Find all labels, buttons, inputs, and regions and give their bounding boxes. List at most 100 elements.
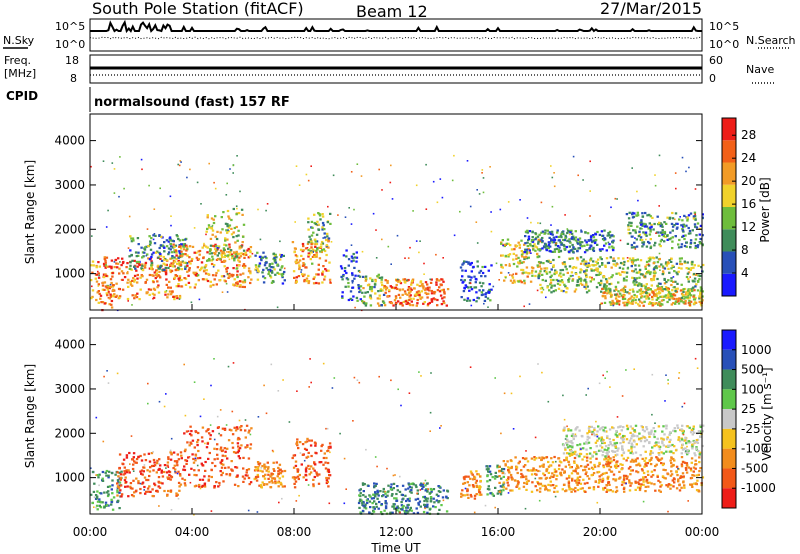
power-cell [321, 226, 324, 229]
power-cell [167, 293, 170, 296]
power-cell [524, 235, 527, 238]
power-cell [208, 249, 212, 252]
power-cell [399, 282, 403, 285]
power-cell [576, 241, 579, 244]
velocity-cell [671, 443, 674, 447]
power-cell [347, 281, 350, 285]
power-cell [247, 270, 251, 273]
velocity-cell [320, 461, 323, 464]
power-cell [636, 214, 640, 217]
power-cell [106, 288, 109, 291]
power-cell [150, 237, 153, 240]
velocity-cell [98, 492, 102, 495]
power-cell [661, 295, 664, 298]
power-cell [169, 293, 173, 296]
power-cell [586, 285, 589, 288]
power-cell [243, 285, 246, 289]
power-cell [343, 269, 347, 273]
power-cell [108, 297, 112, 300]
power-cell [177, 277, 180, 280]
velocity-cell [651, 474, 655, 477]
velocity-cell [218, 481, 221, 485]
velocity-cell [571, 444, 574, 447]
power-cell [104, 264, 107, 267]
power-cell [622, 293, 625, 296]
velocity-cell [124, 485, 127, 488]
power-cell [223, 255, 226, 258]
power-cell [467, 262, 470, 265]
velocity-cell [547, 489, 550, 492]
power-cell [676, 298, 679, 301]
power-cell [507, 201, 510, 203]
power-cell [555, 242, 557, 245]
power-cell [307, 280, 311, 283]
power-cell [591, 276, 593, 279]
velocity-cell [142, 466, 145, 469]
velocity-cell [139, 482, 142, 485]
velocity-cell [609, 460, 612, 463]
power-cell [364, 291, 367, 294]
power-cell [641, 245, 644, 248]
power-cell [106, 294, 109, 297]
power-cell [187, 281, 191, 284]
velocity-cell [382, 490, 385, 493]
power-cell [205, 269, 208, 272]
velocity-cell [607, 481, 610, 484]
power-cell [687, 280, 690, 283]
power-cell [375, 257, 378, 259]
power-cell [97, 261, 100, 264]
power-cell [652, 302, 655, 305]
power-cell [537, 240, 540, 243]
power-cell [212, 266, 215, 268]
power-cell [537, 277, 540, 280]
power-cell [321, 273, 324, 276]
power-cell [637, 264, 641, 267]
velocity-cell [689, 467, 693, 470]
power-cell [638, 283, 641, 286]
power-cell [656, 215, 659, 218]
power-cell [194, 283, 197, 286]
velocity-cell [678, 372, 681, 374]
power-cell [536, 256, 539, 259]
velocity-cell [249, 443, 253, 446]
power-cell [693, 294, 696, 297]
velocity-cell [108, 485, 112, 488]
velocity-cell [426, 482, 429, 485]
velocity-cell [119, 478, 122, 481]
power-cell [397, 280, 400, 283]
velocity-cell [146, 469, 149, 472]
power-cell [159, 253, 162, 256]
velocity-cell [198, 485, 201, 488]
velocity-cell [221, 427, 225, 430]
power-cell [211, 224, 214, 227]
power-cell [662, 298, 665, 302]
power-cell [181, 238, 185, 242]
velocity-cell [426, 503, 429, 506]
power-cell [632, 259, 635, 262]
velocity-cell [211, 461, 214, 465]
velocity-cell [566, 446, 570, 449]
velocity-cell [125, 469, 128, 472]
power-cell [649, 256, 652, 259]
velocity-cell [498, 470, 501, 473]
power-cell [621, 270, 624, 274]
power-cell [555, 235, 558, 238]
power-cell [600, 290, 603, 293]
velocity-cell [139, 487, 142, 491]
power-cell [630, 246, 634, 249]
power-cell [652, 278, 656, 281]
velocity-cell [471, 478, 475, 481]
velocity-cell [90, 467, 92, 469]
power-cell [390, 164, 392, 167]
power-cell [689, 232, 692, 235]
velocity-cell [373, 485, 376, 488]
velocity-cell [570, 453, 574, 456]
velocity-cell [662, 444, 665, 447]
velocity-cell [544, 486, 547, 489]
power-cell [684, 300, 687, 303]
power-cell [644, 267, 647, 270]
power-cell [643, 300, 646, 303]
velocity-cell [414, 498, 417, 501]
velocity-cell [437, 490, 441, 493]
power-cell [186, 254, 189, 257]
